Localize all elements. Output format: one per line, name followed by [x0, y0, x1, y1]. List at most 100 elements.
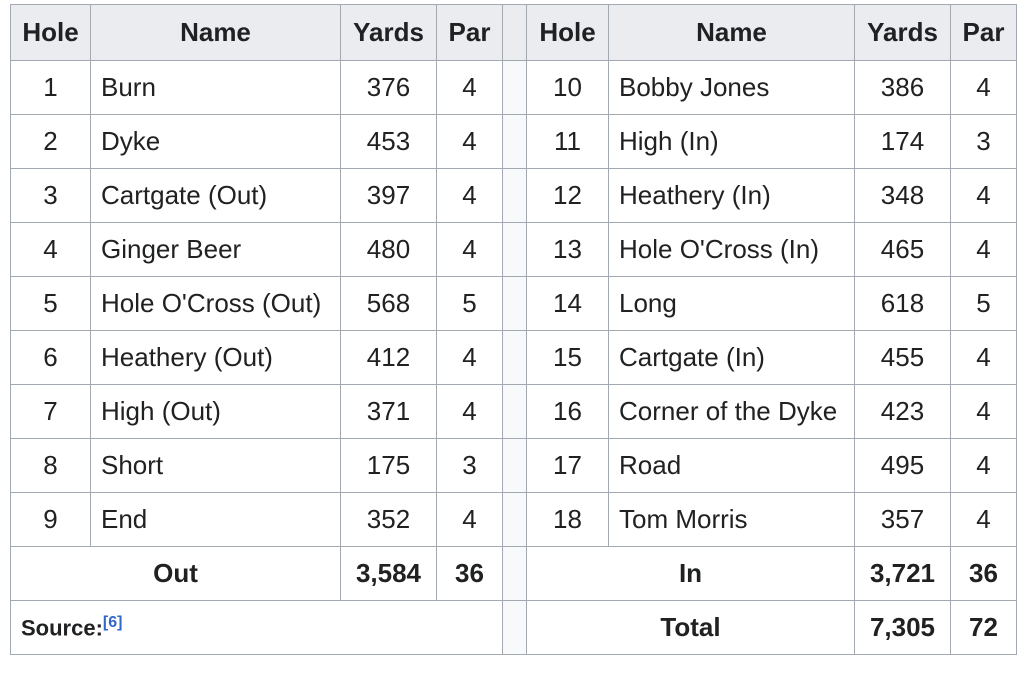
column-gap [502, 384, 527, 439]
hole-par: 4 [436, 168, 503, 223]
hole-yards: 423 [854, 384, 951, 439]
hole-name: High (In) [608, 114, 855, 169]
hole-par: 4 [950, 168, 1017, 223]
hole-par: 4 [436, 114, 503, 169]
column-gap [502, 60, 527, 115]
hole-par: 3 [950, 114, 1017, 169]
table-row: 1 Burn 376 4 10 Bobby Jones 386 4 [10, 60, 1017, 115]
in-yards: 3,721 [854, 546, 951, 601]
hole-yards: 371 [340, 384, 437, 439]
hole-number: 18 [526, 492, 609, 547]
table-row: 8 Short 175 3 17 Road 495 4 [10, 438, 1017, 493]
hole-name: Cartgate (In) [608, 330, 855, 385]
hole-number: 3 [10, 168, 91, 223]
hole-number: 13 [526, 222, 609, 277]
column-gap [502, 114, 527, 169]
hole-number: 4 [10, 222, 91, 277]
in-par: 36 [950, 546, 1017, 601]
hole-name: Tom Morris [608, 492, 855, 547]
hole-number: 12 [526, 168, 609, 223]
hole-yards: 174 [854, 114, 951, 169]
hole-par: 4 [436, 330, 503, 385]
hole-yards: 397 [340, 168, 437, 223]
source-reference-link[interactable]: [6] [102, 613, 123, 631]
hole-name: Heathery (Out) [90, 330, 341, 385]
hole-par: 5 [436, 276, 503, 331]
total-label: Total [526, 600, 855, 655]
hole-number: 1 [10, 60, 91, 115]
source-note: Source:[6] [10, 600, 503, 655]
total-row: Source:[6] Total 7,305 72 [10, 600, 1017, 655]
hole-par: 4 [950, 492, 1017, 547]
hole-par: 4 [950, 384, 1017, 439]
subtotal-row: Out 3,584 36 In 3,721 36 [10, 546, 1017, 601]
hole-name: Corner of the Dyke [608, 384, 855, 439]
in-label: In [526, 546, 855, 601]
column-gap [502, 330, 527, 385]
out-label: Out [10, 546, 341, 601]
hole-number: 6 [10, 330, 91, 385]
scorecard-table: Hole Name Yards Par Hole Name Yards Par … [10, 4, 1017, 655]
hole-name: Burn [90, 60, 341, 115]
hole-number: 9 [10, 492, 91, 547]
table-row: 5 Hole O'Cross (Out) 568 5 14 Long 618 5 [10, 276, 1017, 331]
out-par: 36 [436, 546, 503, 601]
hole-par: 4 [950, 330, 1017, 385]
hole-yards: 568 [340, 276, 437, 331]
hole-number: 15 [526, 330, 609, 385]
hole-name: Long [608, 276, 855, 331]
table-row: 9 End 352 4 18 Tom Morris 357 4 [10, 492, 1017, 547]
hole-yards: 618 [854, 276, 951, 331]
hole-par: 4 [950, 60, 1017, 115]
hole-par: 4 [436, 222, 503, 277]
hole-yards: 495 [854, 438, 951, 493]
header-hole: Hole [10, 4, 91, 61]
column-gap [502, 222, 527, 277]
hole-number: 16 [526, 384, 609, 439]
total-par: 72 [950, 600, 1017, 655]
hole-yards: 357 [854, 492, 951, 547]
header-name: Name [608, 4, 855, 61]
header-par: Par [436, 4, 503, 61]
column-gap [502, 600, 527, 655]
scorecard: Hole Name Yards Par Hole Name Yards Par … [10, 4, 1017, 655]
column-gap [502, 438, 527, 493]
hole-par: 4 [950, 222, 1017, 277]
hole-par: 4 [436, 492, 503, 547]
hole-name: Hole O'Cross (In) [608, 222, 855, 277]
header-row: Hole Name Yards Par Hole Name Yards Par [10, 4, 1017, 61]
table-row: 2 Dyke 453 4 11 High (In) 174 3 [10, 114, 1017, 169]
header-yards: Yards [854, 4, 951, 61]
hole-name: Short [90, 438, 341, 493]
total-yards: 7,305 [854, 600, 951, 655]
hole-number: 2 [10, 114, 91, 169]
hole-number: 7 [10, 384, 91, 439]
hole-name: Dyke [90, 114, 341, 169]
hole-yards: 376 [340, 60, 437, 115]
header-par: Par [950, 4, 1017, 61]
column-gap [502, 546, 527, 601]
hole-name: Ginger Beer [90, 222, 341, 277]
hole-name: Road [608, 438, 855, 493]
hole-name: Hole O'Cross (Out) [90, 276, 341, 331]
hole-number: 11 [526, 114, 609, 169]
hole-number: 14 [526, 276, 609, 331]
hole-par: 5 [950, 276, 1017, 331]
hole-name: Bobby Jones [608, 60, 855, 115]
hole-number: 8 [10, 438, 91, 493]
column-gap [502, 492, 527, 547]
table-row: 7 High (Out) 371 4 16 Corner of the Dyke… [10, 384, 1017, 439]
column-gap [502, 168, 527, 223]
hole-par: 4 [436, 384, 503, 439]
hole-yards: 480 [340, 222, 437, 277]
hole-number: 17 [526, 438, 609, 493]
hole-par: 4 [950, 438, 1017, 493]
hole-name: Heathery (In) [608, 168, 855, 223]
header-name: Name [90, 4, 341, 61]
column-gap [502, 4, 527, 61]
hole-name: End [90, 492, 341, 547]
header-yards: Yards [340, 4, 437, 61]
hole-yards: 175 [340, 438, 437, 493]
hole-par: 3 [436, 438, 503, 493]
hole-name: High (Out) [90, 384, 341, 439]
